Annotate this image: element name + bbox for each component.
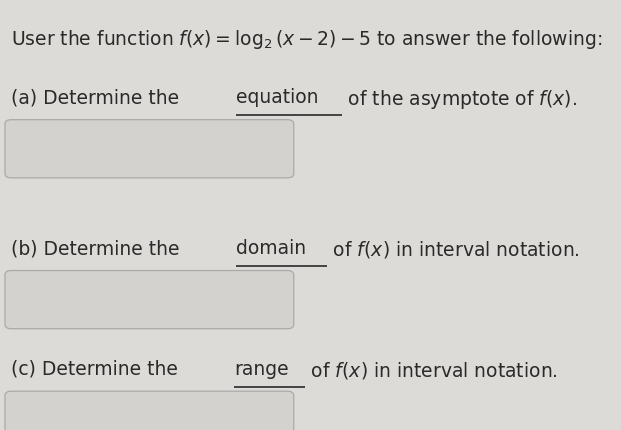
FancyBboxPatch shape [5, 120, 294, 178]
Text: equation: equation [236, 88, 319, 107]
Text: (b) Determine the: (b) Determine the [11, 239, 186, 258]
FancyBboxPatch shape [5, 271, 294, 329]
Text: domain: domain [237, 239, 307, 258]
Text: range: range [234, 359, 289, 378]
Text: User the function $f(x) = \log_2(x - 2) - 5$ to answer the following:: User the function $f(x) = \log_2(x - 2) … [11, 28, 602, 51]
Text: of the asymptote of $f(x)$.: of the asymptote of $f(x)$. [342, 88, 578, 111]
Text: (c) Determine the: (c) Determine the [11, 359, 184, 378]
Text: of $f(x)$ in interval notation.: of $f(x)$ in interval notation. [327, 239, 579, 260]
Text: of $f(x)$ in interval notation.: of $f(x)$ in interval notation. [305, 359, 558, 380]
FancyBboxPatch shape [5, 391, 294, 430]
Text: (a) Determine the: (a) Determine the [11, 88, 185, 107]
